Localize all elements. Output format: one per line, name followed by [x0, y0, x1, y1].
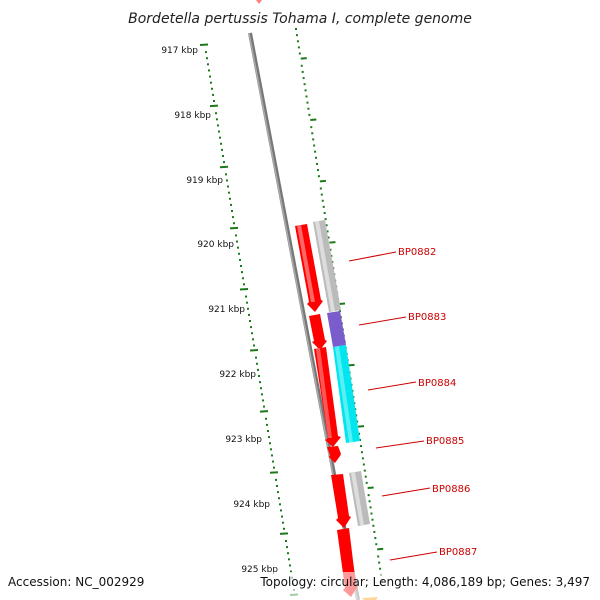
major-tick [367, 486, 374, 489]
accession-text: Accession: NC_002929 [8, 575, 144, 589]
major-tick [329, 241, 336, 244]
leader-line [389, 551, 438, 561]
cds-arrow-highlight [297, 225, 315, 302]
gene-label-leaders [348, 251, 438, 561]
major-tick [300, 57, 307, 60]
major-tick [377, 547, 384, 551]
tick-label-922: 922 kbp [219, 370, 256, 380]
gene-label-bp0885[interactable]: BP0885 [426, 436, 464, 447]
tick-label-924: 924 kbp [233, 500, 270, 510]
genome-summary-text: Topology: circular; Length: 4,086,189 bp… [259, 575, 590, 589]
major-tick [310, 118, 317, 121]
leader-line [375, 440, 425, 449]
leader-line [367, 381, 417, 391]
major-tick [259, 410, 269, 413]
major-tick [319, 179, 326, 183]
major-tick [338, 302, 346, 305]
cds-arrow[interactable] [309, 314, 327, 350]
tick-label-925: 925 kbp [241, 565, 278, 575]
tick-label-921: 921 kbp [208, 305, 245, 315]
inner-tick-ruler [199, 43, 299, 596]
gene-label-bp0886[interactable]: BP0886 [432, 484, 470, 495]
major-tick [199, 43, 209, 46]
tick-label-918: 918 kbp [174, 111, 211, 121]
tick-labels: 917 kbp 918 kbp 919 kbp 920 kbp 921 kbp … [161, 46, 278, 575]
tick-label-919: 919 kbp [186, 176, 223, 186]
leader-line [358, 316, 407, 326]
footer-backdrop [0, 572, 600, 600]
major-tick [269, 471, 279, 474]
gene-label-bp0887[interactable]: BP0887 [439, 547, 477, 558]
gene-labels: BP0882 BP0883 BP0884 BP0885 BP0886 BP088… [398, 247, 477, 558]
gene-bar-highlight [351, 472, 364, 525]
tick-label-917: 917 kbp [161, 46, 198, 56]
genome-title: Bordetella pertussis Tohama I, complete … [128, 11, 472, 27]
major-tick [209, 104, 219, 108]
leader-line [381, 487, 431, 497]
gene-bar-highlight [335, 346, 353, 442]
cds-arrow[interactable] [331, 474, 351, 528]
gene-bar-highlight [315, 221, 335, 311]
major-tick [249, 349, 259, 352]
major-tick [239, 287, 249, 291]
cds-arrow-highlight [316, 348, 332, 438]
major-tick [279, 532, 289, 535]
leader-line [348, 251, 397, 262]
major-tick [229, 226, 239, 230]
major-tick [348, 363, 355, 367]
major-tick [219, 165, 229, 169]
gene-bar-bp0883[interactable] [327, 311, 346, 347]
tick-label-920: 920 kbp [197, 240, 234, 250]
cds-arrow[interactable] [327, 446, 341, 463]
gene-label-bp0883[interactable]: BP0883 [408, 312, 446, 323]
gene-label-bp0882[interactable]: BP0882 [398, 247, 436, 258]
top-edge-marker [256, 0, 262, 4]
major-tick [358, 425, 365, 428]
tick-label-923: 923 kbp [225, 435, 262, 445]
gene-label-bp0884[interactable]: BP0884 [418, 378, 456, 389]
gene-category-track [313, 220, 378, 600]
